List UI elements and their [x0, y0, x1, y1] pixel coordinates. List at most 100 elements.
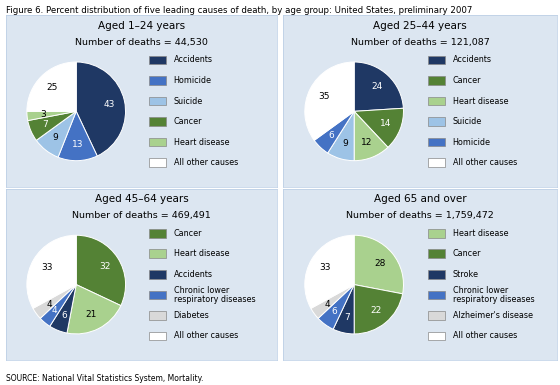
Text: Alzheimer's disease: Alzheimer's disease: [452, 311, 533, 320]
Text: Number of deaths = 44,530: Number of deaths = 44,530: [75, 38, 208, 47]
Bar: [150, 117, 166, 126]
Bar: [428, 158, 445, 167]
Text: 4: 4: [52, 306, 58, 315]
Text: Stroke: Stroke: [452, 270, 479, 279]
Bar: [428, 76, 445, 85]
Wedge shape: [27, 111, 76, 121]
Text: 33: 33: [320, 263, 331, 272]
Wedge shape: [314, 111, 354, 153]
Bar: [428, 270, 445, 279]
Wedge shape: [33, 285, 76, 318]
Bar: [428, 311, 445, 320]
Text: Suicide: Suicide: [174, 97, 203, 105]
Text: Homicide: Homicide: [452, 138, 491, 147]
Text: 22: 22: [370, 306, 381, 315]
Text: 13: 13: [72, 141, 83, 149]
Text: 43: 43: [103, 100, 115, 109]
Text: 7: 7: [344, 313, 349, 322]
Text: Accidents: Accidents: [452, 55, 492, 64]
Wedge shape: [354, 62, 403, 111]
Bar: [428, 229, 445, 238]
Text: Aged 1–24 years: Aged 1–24 years: [98, 20, 185, 30]
Bar: [150, 311, 166, 320]
Bar: [428, 249, 445, 258]
Text: Cancer: Cancer: [452, 249, 481, 258]
Bar: [428, 291, 445, 299]
Wedge shape: [305, 62, 354, 141]
Bar: [150, 76, 166, 85]
Text: Chronic lower
respiratory diseases: Chronic lower respiratory diseases: [174, 286, 255, 304]
Text: Number of deaths = 121,087: Number of deaths = 121,087: [351, 38, 489, 47]
Bar: [150, 331, 166, 340]
Text: 4: 4: [46, 300, 52, 309]
Text: All other causes: All other causes: [174, 158, 238, 167]
Text: All other causes: All other causes: [174, 331, 238, 340]
Wedge shape: [50, 285, 76, 333]
Bar: [150, 138, 166, 147]
Text: 6: 6: [328, 131, 334, 140]
Wedge shape: [28, 111, 76, 141]
Text: Aged 65 and over: Aged 65 and over: [374, 194, 466, 204]
Text: Heart disease: Heart disease: [452, 229, 508, 238]
Text: 9: 9: [53, 133, 59, 142]
Text: Number of deaths = 469,491: Number of deaths = 469,491: [72, 211, 211, 220]
Wedge shape: [333, 285, 354, 334]
Bar: [150, 249, 166, 258]
Wedge shape: [318, 285, 354, 329]
Bar: [428, 55, 445, 64]
Text: Cancer: Cancer: [174, 229, 202, 238]
Bar: [150, 270, 166, 279]
Wedge shape: [311, 285, 354, 318]
Bar: [150, 55, 166, 64]
Text: 14: 14: [380, 119, 391, 128]
Text: Figure 6. Percent distribution of five leading causes of death, by age group: Un: Figure 6. Percent distribution of five l…: [6, 6, 472, 15]
Text: 32: 32: [99, 262, 110, 271]
Text: 6: 6: [61, 311, 67, 320]
Text: Number of deaths = 1,759,472: Number of deaths = 1,759,472: [346, 211, 494, 220]
Bar: [150, 158, 166, 167]
Text: Suicide: Suicide: [452, 117, 482, 126]
Text: Heart disease: Heart disease: [174, 249, 229, 258]
Wedge shape: [76, 235, 125, 306]
Text: Heart disease: Heart disease: [174, 138, 229, 147]
Text: 3: 3: [40, 110, 46, 119]
Wedge shape: [40, 285, 76, 326]
Bar: [150, 291, 166, 299]
Text: All other causes: All other causes: [452, 158, 517, 167]
Text: 21: 21: [86, 310, 97, 319]
Text: 24: 24: [371, 82, 382, 91]
Text: Accidents: Accidents: [174, 270, 213, 279]
Text: 9: 9: [342, 139, 348, 148]
Wedge shape: [354, 235, 404, 294]
Text: Homicide: Homicide: [174, 76, 212, 85]
Bar: [428, 331, 445, 340]
Wedge shape: [328, 111, 354, 161]
Text: All other causes: All other causes: [452, 331, 517, 340]
Text: Accidents: Accidents: [174, 55, 213, 64]
Wedge shape: [354, 285, 403, 334]
Wedge shape: [354, 111, 388, 161]
Bar: [428, 138, 445, 147]
Wedge shape: [36, 111, 76, 157]
Wedge shape: [76, 62, 125, 156]
Wedge shape: [354, 108, 404, 147]
Text: 28: 28: [374, 259, 386, 268]
Wedge shape: [27, 235, 76, 308]
Text: 4: 4: [324, 300, 330, 309]
Wedge shape: [58, 111, 97, 161]
Wedge shape: [67, 285, 121, 334]
Bar: [150, 97, 166, 105]
Bar: [428, 117, 445, 126]
Text: Aged 25–44 years: Aged 25–44 years: [373, 20, 467, 30]
Text: SOURCE: National Vital Statistics System, Mortality.: SOURCE: National Vital Statistics System…: [6, 374, 203, 383]
Text: Heart disease: Heart disease: [452, 97, 508, 105]
Text: 33: 33: [41, 263, 53, 272]
Wedge shape: [305, 235, 354, 308]
Text: 35: 35: [319, 92, 330, 100]
Bar: [428, 97, 445, 105]
Text: 12: 12: [361, 138, 372, 147]
Text: 6: 6: [332, 307, 337, 316]
Bar: [150, 229, 166, 238]
Text: Diabetes: Diabetes: [174, 311, 209, 320]
Text: Cancer: Cancer: [174, 117, 202, 126]
